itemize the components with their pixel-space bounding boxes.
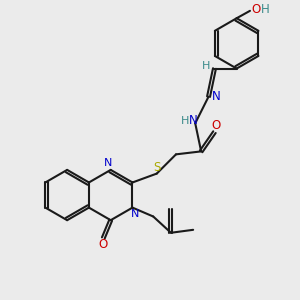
Text: H: H (201, 61, 210, 71)
Text: H: H (181, 116, 189, 126)
Text: O: O (99, 238, 108, 251)
Text: N: N (212, 90, 220, 103)
Text: N: N (104, 158, 112, 168)
Text: O: O (251, 3, 260, 16)
Text: N: N (189, 114, 198, 128)
Text: O: O (211, 119, 220, 132)
Text: S: S (153, 160, 160, 174)
Text: H: H (261, 3, 270, 16)
Text: N: N (131, 208, 140, 218)
